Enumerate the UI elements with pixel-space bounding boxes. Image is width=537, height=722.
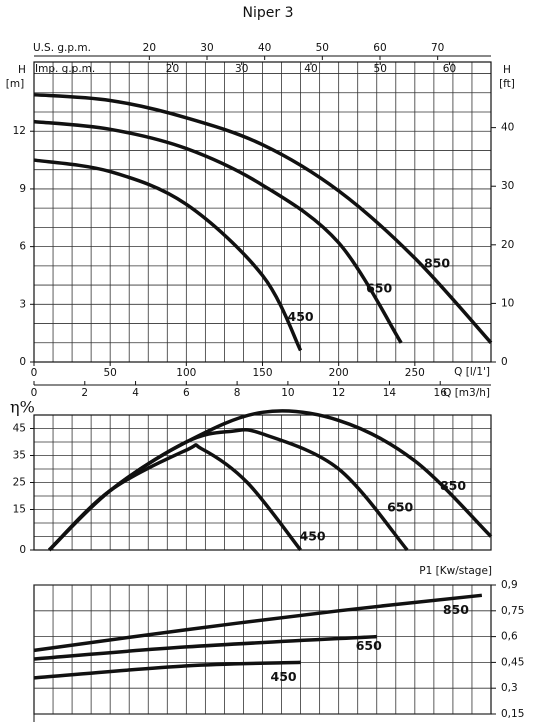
y2-tick-label: 30 bbox=[501, 180, 514, 192]
x-tick-label: 30 bbox=[235, 63, 248, 75]
curve bbox=[33, 660, 301, 680]
x-tick-label: 20 bbox=[166, 63, 179, 75]
curve bbox=[33, 119, 403, 344]
x-tick-label: 0 bbox=[31, 367, 38, 379]
curve bbox=[48, 427, 409, 552]
y-axis-label: η% bbox=[10, 398, 35, 417]
x-tick-label: 14 bbox=[383, 387, 397, 399]
curve-label: 450 bbox=[288, 309, 314, 324]
y-axis-label: H bbox=[18, 64, 26, 76]
y-tick-label: 0,15 bbox=[501, 708, 524, 720]
x-tick-label: 0 bbox=[31, 387, 38, 399]
x-tick-label: 10 bbox=[281, 387, 294, 399]
y-tick-label: 35 bbox=[13, 450, 26, 462]
x-tick-label: 100 bbox=[176, 367, 196, 379]
x-tick-label: 30 bbox=[200, 42, 213, 54]
y-tick-label: 3 bbox=[19, 298, 26, 310]
x-axis-label: Q [l/1'] bbox=[454, 366, 490, 378]
x-tick-label: 200 bbox=[329, 367, 349, 379]
x-tick-label: 60 bbox=[373, 42, 386, 54]
y-tick-label: 6 bbox=[19, 241, 26, 253]
x-tick-label: 60 bbox=[443, 63, 456, 75]
curve-label: 650 bbox=[356, 638, 382, 653]
y2-axis-label: H bbox=[503, 64, 511, 76]
curve bbox=[33, 634, 377, 661]
y-tick-label: 0,3 bbox=[501, 682, 518, 694]
y2-axis-unit: [ft] bbox=[499, 78, 515, 90]
curve-label: 850 bbox=[443, 602, 469, 617]
curve-label: 450 bbox=[300, 529, 326, 544]
x3-axis-label: U.S. g.p.m. bbox=[33, 42, 91, 54]
y2-tick-label: 40 bbox=[501, 122, 514, 134]
curve-label: 850 bbox=[424, 255, 450, 270]
y-tick-label: 15 bbox=[13, 504, 26, 516]
x-tick-label: 16 bbox=[434, 387, 448, 399]
curve-label: 650 bbox=[387, 500, 413, 515]
chart-title: Niper 3 bbox=[243, 5, 294, 21]
x-tick-label: 40 bbox=[258, 42, 271, 54]
y-tick-label: 0 bbox=[19, 356, 26, 368]
curve-label: 850 bbox=[440, 478, 466, 493]
curve-label: 650 bbox=[366, 280, 392, 295]
x-tick-label: 50 bbox=[316, 42, 329, 54]
y2-tick-label: 20 bbox=[501, 239, 514, 251]
curve bbox=[33, 158, 303, 352]
x-tick-label: 50 bbox=[103, 367, 116, 379]
y-tick-label: 45 bbox=[13, 423, 26, 435]
y-tick-label: 9 bbox=[19, 183, 26, 195]
y-tick-label: 0,45 bbox=[501, 656, 524, 668]
x-tick-label: 150 bbox=[252, 367, 272, 379]
y-tick-label: 0,9 bbox=[501, 579, 518, 591]
y-tick-label: 25 bbox=[13, 477, 26, 489]
curve-label: 450 bbox=[271, 669, 297, 684]
y-tick-label: 12 bbox=[13, 125, 26, 137]
y-axis-unit: [m] bbox=[6, 78, 24, 90]
y-axis-label: P1 [Kw/stage] bbox=[419, 565, 492, 577]
curve bbox=[48, 409, 493, 552]
y-tick-label: 0,6 bbox=[501, 631, 518, 643]
x-tick-label: 40 bbox=[304, 63, 317, 75]
curve bbox=[33, 92, 493, 344]
x-tick-label: 4 bbox=[132, 387, 139, 399]
y-tick-label: 0 bbox=[19, 544, 26, 556]
y2-tick-label: 0 bbox=[501, 356, 508, 368]
x-tick-label: 70 bbox=[431, 42, 444, 54]
x-tick-label: 50 bbox=[374, 63, 387, 75]
x-tick-label: 12 bbox=[332, 387, 345, 399]
y-tick-label: 0,75 bbox=[501, 605, 524, 617]
x-tick-label: 250 bbox=[405, 367, 425, 379]
curve bbox=[33, 593, 483, 653]
x2-axis-label: Q [m3/h] bbox=[443, 387, 490, 399]
x-tick-label: 2 bbox=[81, 387, 88, 399]
x-tick-label: 6 bbox=[183, 387, 190, 399]
x-tick-label: 20 bbox=[143, 42, 156, 54]
x4-axis-label: Imp. g.p.m. bbox=[35, 63, 95, 75]
x-tick-label: 8 bbox=[234, 387, 241, 399]
y2-tick-label: 10 bbox=[501, 297, 514, 309]
